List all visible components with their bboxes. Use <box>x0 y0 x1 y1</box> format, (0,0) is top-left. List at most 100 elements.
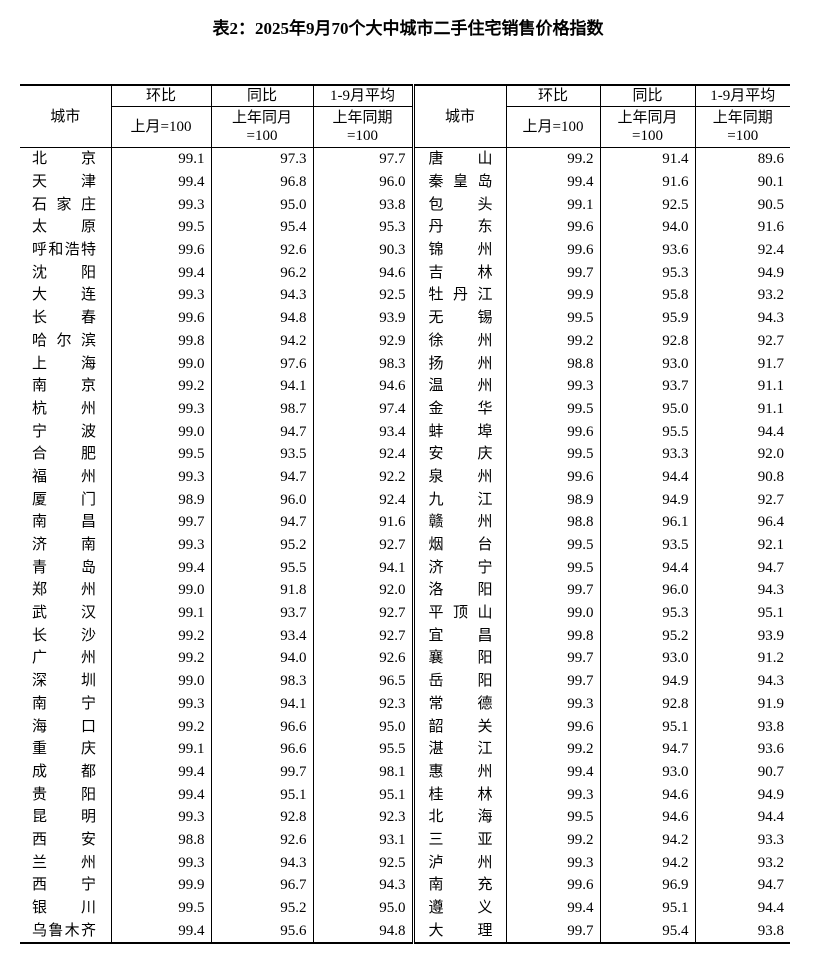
mom-value: 99.5 <box>505 805 600 829</box>
city-name: 包头 <box>428 196 493 213</box>
city-cell: 大理 <box>411 919 506 944</box>
city-name: 安庆 <box>428 446 493 463</box>
mom-value: 99.6 <box>110 238 211 262</box>
city-name: 哈尔滨 <box>32 332 96 349</box>
yoy-value: 92.6 <box>210 238 313 262</box>
mom-value: 99.7 <box>505 919 600 944</box>
city-cell: 牡丹江 <box>411 284 506 307</box>
city-name: 秦皇岛 <box>428 174 493 191</box>
city-cell: 杭州 <box>20 398 111 421</box>
mom-value: 99.5 <box>505 306 600 330</box>
city-name: 青岛 <box>32 559 96 576</box>
table-row: 西安 98.8 92.6 93.1 三亚 99.2 94.2 93.3 <box>20 828 790 852</box>
yoy-value: 95.2 <box>210 533 313 557</box>
mom-value: 99.5 <box>110 896 211 920</box>
city-name: 成都 <box>32 763 96 780</box>
table-row: 兰州 99.3 94.3 92.5 泸州 99.3 94.2 93.2 <box>20 851 790 874</box>
city-cell: 南宁 <box>20 693 111 716</box>
header-avg-base-line1: 上年同期 <box>332 110 393 126</box>
city-name: 济南 <box>32 537 96 554</box>
header-avg-base-line2: =100 <box>727 128 759 144</box>
mom-value: 99.4 <box>110 261 211 285</box>
avg-value: 91.1 <box>694 374 790 398</box>
mom-value: 99.3 <box>110 284 211 307</box>
city-name: 合肥 <box>32 446 96 463</box>
city-cell: 郑州 <box>20 579 111 602</box>
avg-value: 94.6 <box>312 261 413 285</box>
city-name: 呼和浩特 <box>32 242 96 259</box>
city-name: 遵义 <box>428 900 493 917</box>
city-cell: 唐山 <box>411 147 506 171</box>
mom-value: 99.0 <box>110 420 211 443</box>
yoy-value: 95.6 <box>210 919 313 944</box>
city-cell: 北海 <box>411 805 506 829</box>
mom-value: 99.3 <box>505 374 600 398</box>
city-name: 洛阳 <box>428 582 493 599</box>
table-row: 太原 99.5 95.4 95.3 丹东 99.6 94.0 91.6 <box>20 216 790 239</box>
yoy-value: 93.0 <box>599 760 695 784</box>
city-cell: 南昌 <box>20 511 111 534</box>
table-row: 哈尔滨 99.8 94.2 92.9 徐州 99.2 92.8 92.7 <box>20 329 790 353</box>
city-cell: 三亚 <box>411 828 506 852</box>
mom-value: 99.4 <box>110 556 211 580</box>
avg-value: 96.0 <box>312 170 413 194</box>
table-row: 天津 99.4 96.8 96.0 秦皇岛 99.4 91.6 90.1 <box>20 170 790 194</box>
yoy-value: 95.3 <box>599 601 695 625</box>
city-cell: 天津 <box>20 171 111 194</box>
city-name: 泸州 <box>428 854 493 871</box>
avg-value: 94.6 <box>312 374 413 398</box>
yoy-value: 95.8 <box>599 284 695 307</box>
mom-value: 99.1 <box>110 147 211 171</box>
header-yoy-base-line1: 上年同月 <box>617 110 678 126</box>
table-row: 银川 99.5 95.2 95.0 遵义 99.4 95.1 94.4 <box>20 896 790 920</box>
avg-value: 90.8 <box>694 465 790 489</box>
mom-value: 99.3 <box>505 851 600 874</box>
yoy-value: 96.9 <box>599 874 695 897</box>
table-row: 深圳 99.0 98.3 96.5 岳阳 99.7 94.9 94.3 <box>20 669 790 693</box>
avg-value: 93.9 <box>312 306 413 330</box>
city-cell: 昆明 <box>20 806 111 829</box>
yoy-value: 94.0 <box>210 647 313 670</box>
yoy-value: 91.6 <box>599 170 695 194</box>
mom-value: 99.4 <box>110 760 211 784</box>
mom-value: 99.3 <box>110 851 211 874</box>
price-index-table: 城市 环比 同比 1-9月平均 城市 环比 同比 1-9月平均 上月=100 上… <box>20 84 790 945</box>
mom-value: 98.9 <box>505 488 600 511</box>
city-name: 深圳 <box>32 673 96 690</box>
city-cell: 赣州 <box>411 511 506 534</box>
yoy-value: 95.9 <box>599 306 695 330</box>
city-cell: 厦门 <box>20 488 111 511</box>
city-cell: 武汉 <box>20 602 111 625</box>
city-name: 大连 <box>32 287 96 304</box>
city-name: 南充 <box>428 877 493 894</box>
avg-value: 93.2 <box>694 284 790 307</box>
city-name: 昆明 <box>32 809 96 826</box>
city-name: 杭州 <box>32 400 96 417</box>
mom-value: 99.2 <box>505 828 600 852</box>
city-cell: 广州 <box>20 647 111 670</box>
city-name: 广州 <box>32 650 96 667</box>
mom-value: 99.0 <box>110 579 211 602</box>
city-name: 丹东 <box>428 219 493 236</box>
city-cell: 宜昌 <box>411 624 506 648</box>
yoy-value: 94.1 <box>210 692 313 716</box>
city-cell: 桂林 <box>411 783 506 806</box>
yoy-value: 97.3 <box>210 147 313 171</box>
header-avg-base-line1: 上年同期 <box>712 110 773 126</box>
table-row: 北京 99.1 97.3 97.7 唐山 99.2 91.4 89.6 <box>20 147 790 171</box>
avg-value: 93.1 <box>312 828 413 852</box>
city-name: 沈阳 <box>32 264 96 281</box>
city-name: 福州 <box>32 468 96 485</box>
city-cell: 南京 <box>20 375 111 398</box>
yoy-value: 94.9 <box>599 488 695 511</box>
table-row: 武汉 99.1 93.7 92.7 平顶山 99.0 95.3 95.1 <box>20 601 790 625</box>
city-name: 宜昌 <box>428 627 493 644</box>
mom-value: 99.6 <box>505 465 600 489</box>
page-title: 表2：2025年9月70个大中城市二手住宅销售价格指数 <box>212 19 604 38</box>
avg-value: 93.8 <box>694 919 790 944</box>
city-cell: 贵阳 <box>20 783 111 806</box>
mom-value: 99.5 <box>110 216 211 239</box>
city-cell: 扬州 <box>411 352 506 375</box>
yoy-value: 92.8 <box>599 329 695 353</box>
avg-value: 95.5 <box>312 737 413 761</box>
